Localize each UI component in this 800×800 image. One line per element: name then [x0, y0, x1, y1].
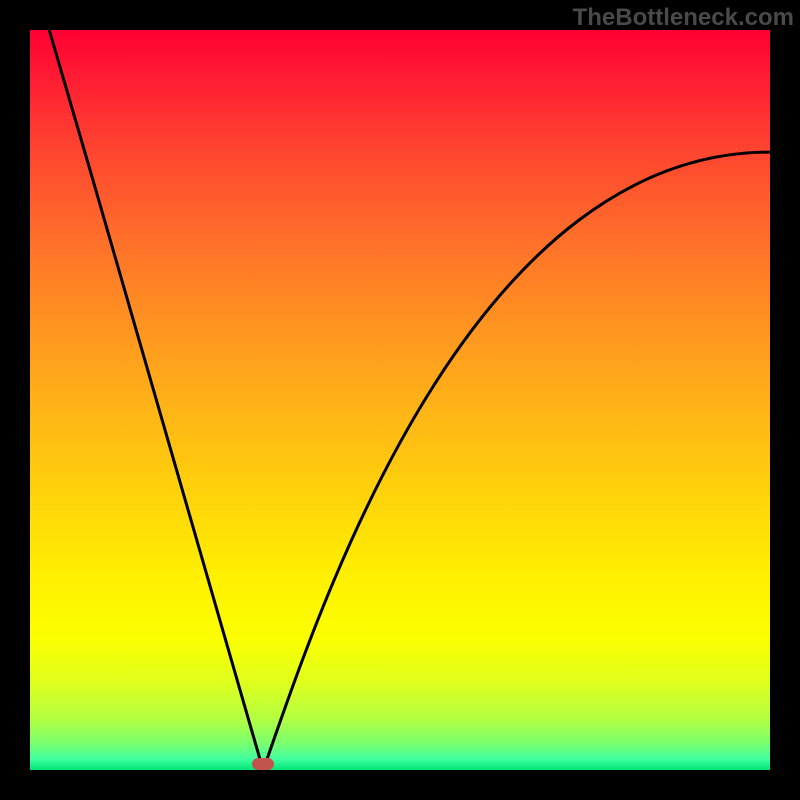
bottleneck-curve — [30, 30, 770, 770]
chart-container: TheBottleneck.com — [0, 0, 800, 800]
plot-area — [30, 30, 770, 770]
watermark-text: TheBottleneck.com — [573, 4, 794, 32]
minimum-marker — [252, 758, 274, 770]
